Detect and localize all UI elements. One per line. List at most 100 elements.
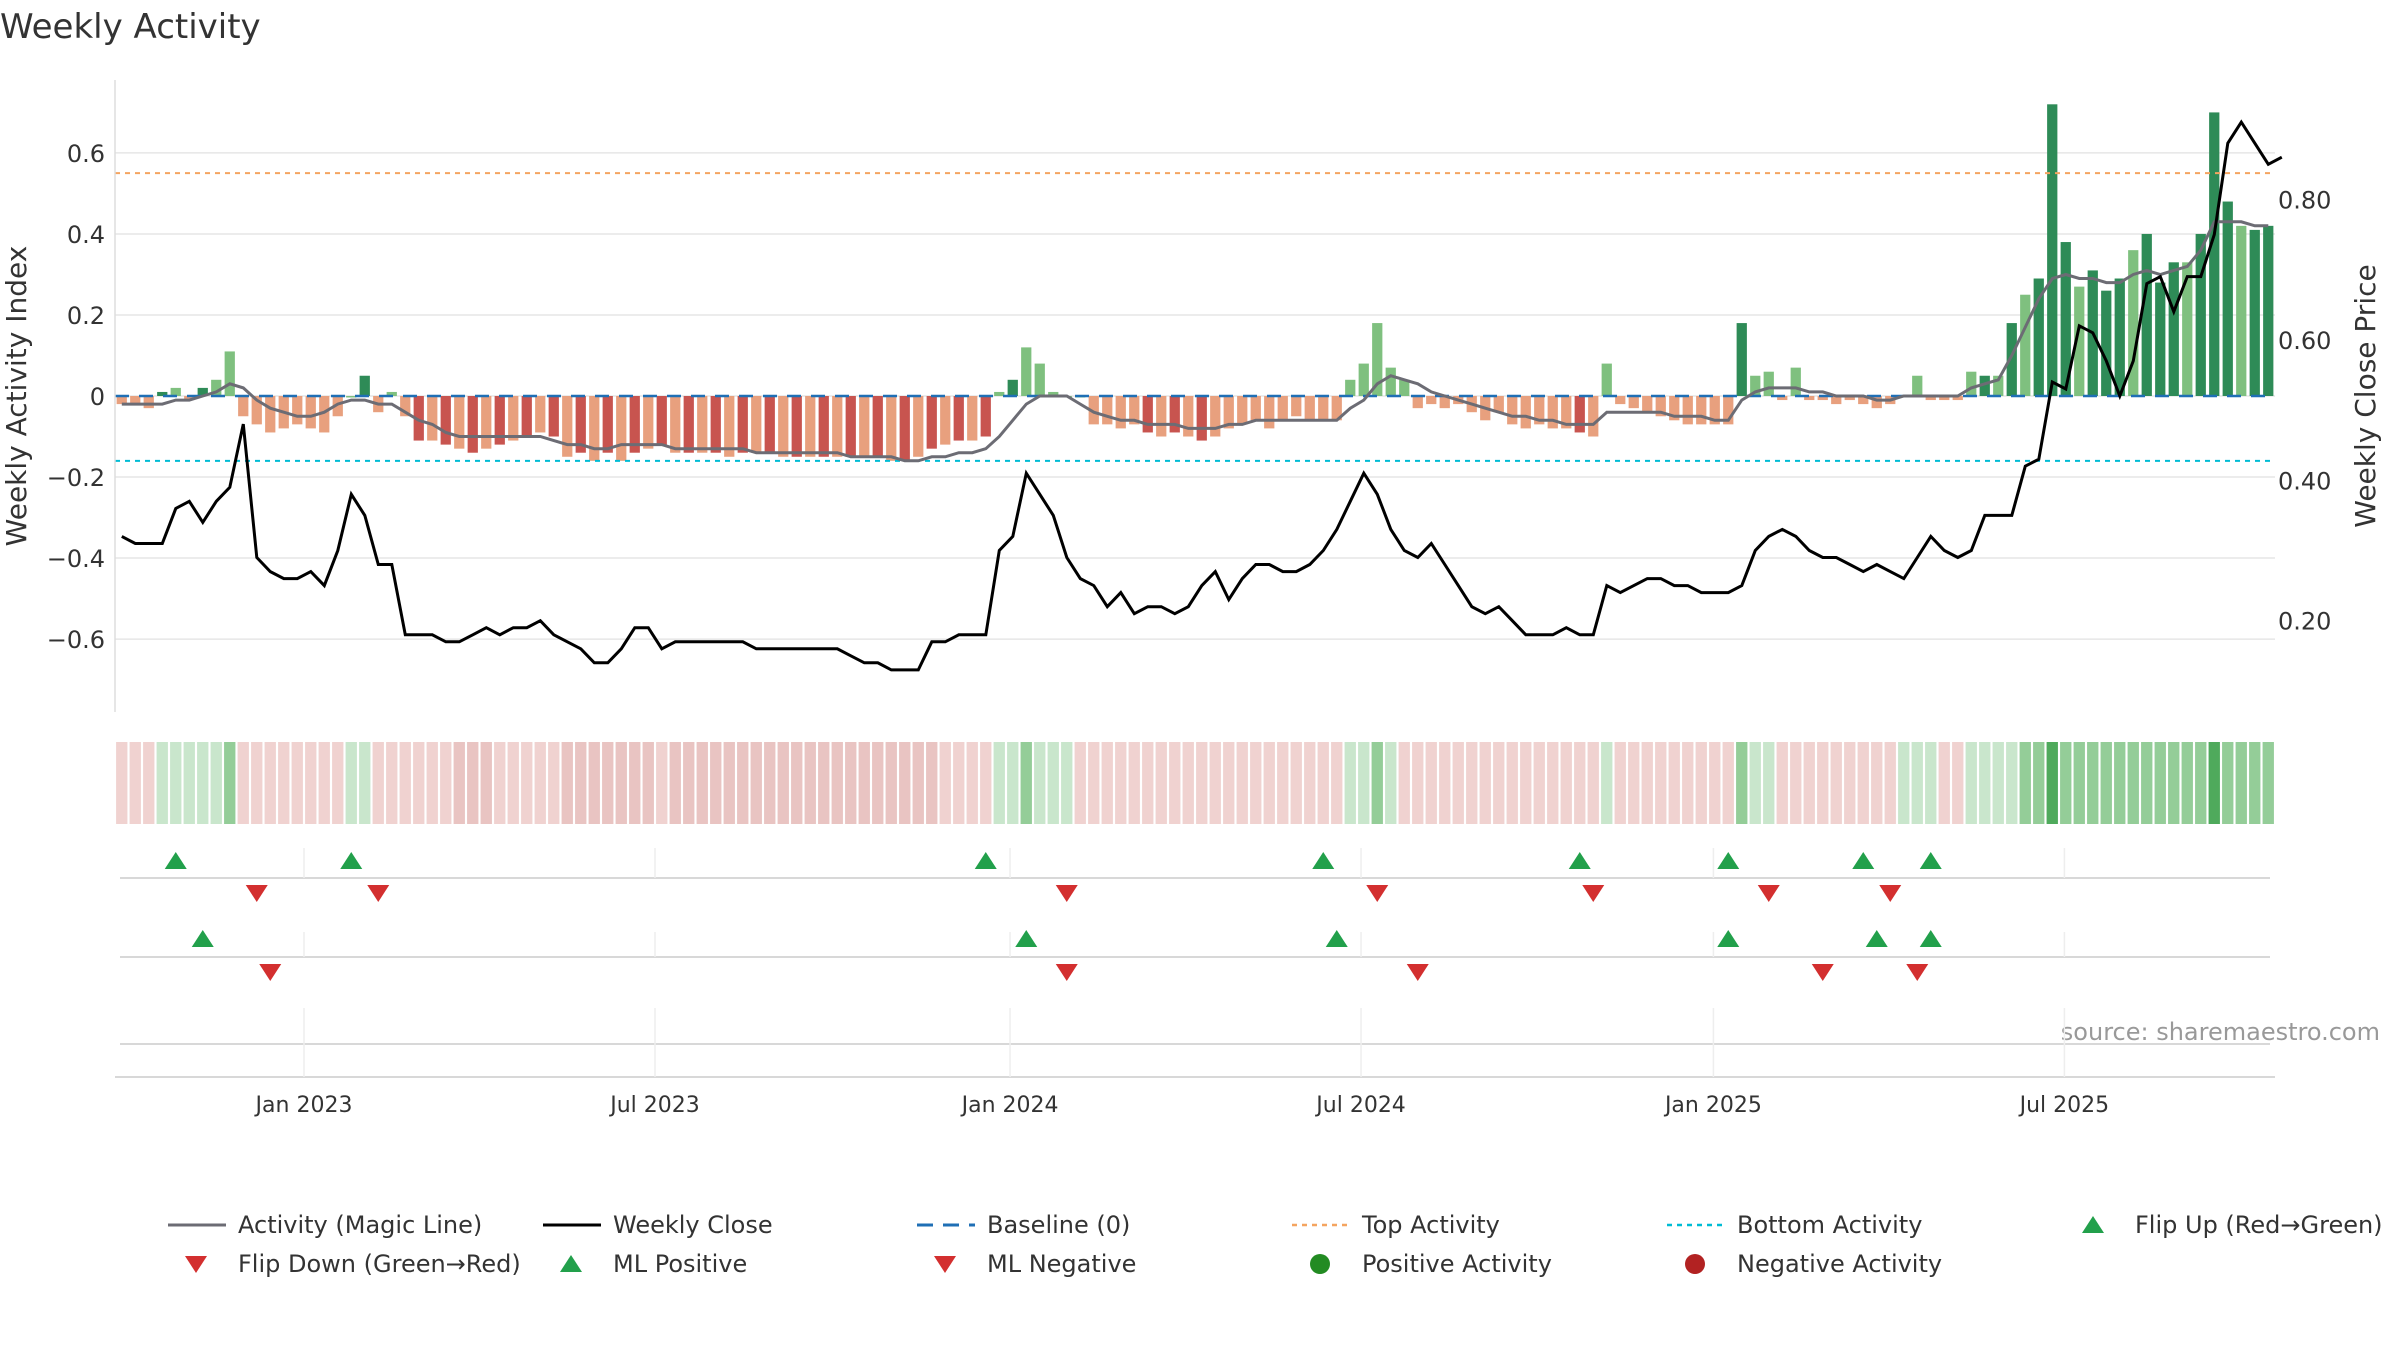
activity-bar [683, 396, 694, 453]
activity-bar [1331, 396, 1342, 421]
x-tick-label: Jul 2025 [2018, 1093, 2110, 1118]
strip-cell [1304, 742, 1316, 824]
strip-cell [1223, 742, 1235, 824]
strip-cell [2262, 742, 2274, 824]
legend-label: Bottom Activity [1737, 1211, 1922, 1239]
activity-bar [1142, 396, 1153, 433]
activity-bar [197, 387, 208, 396]
activity-bar [1655, 396, 1666, 417]
activity-bar [265, 396, 276, 433]
activity-bar [2101, 290, 2112, 396]
activity-bar [157, 391, 168, 396]
lines-layer [115, 119, 2283, 672]
strip-cell [2141, 742, 2153, 824]
strip-cell [2154, 742, 2166, 824]
strip-cell [1236, 742, 1248, 824]
ml-positive-marker [1325, 930, 1348, 947]
activity-bar [467, 396, 478, 453]
activity-bar [1750, 375, 1761, 396]
strip-cell [2235, 742, 2247, 824]
strip-cell [2087, 742, 2099, 824]
activity-bar [521, 396, 532, 437]
strip-cell [413, 742, 425, 824]
activity-bar [1102, 396, 1113, 425]
legend-item: Baseline (0) [917, 1211, 1130, 1239]
strip-cell [1790, 742, 1802, 824]
strip-cell [1655, 742, 1667, 824]
activity-bar [508, 396, 519, 441]
strip-cell [278, 742, 290, 824]
strip-cell [2019, 742, 2031, 824]
activity-bar [886, 396, 897, 461]
strip-cell [359, 742, 371, 824]
strip-cell [183, 742, 195, 824]
strip-cell [1263, 742, 1275, 824]
activity-bar [1345, 379, 1356, 396]
strip-cell [210, 742, 222, 824]
ml-negative-marker [1906, 964, 1929, 981]
activity-bar [1048, 391, 1059, 396]
legend-label: Top Activity [1361, 1211, 1500, 1239]
bars-layer [116, 104, 2274, 461]
legend-item: Weekly Close [543, 1211, 773, 1239]
strip-cell [507, 742, 519, 824]
activity-bar [2060, 242, 2071, 396]
strip-cell [494, 742, 506, 824]
activity-bar [1682, 396, 1693, 425]
activity-bar [818, 396, 829, 457]
strip-cell [2208, 742, 2220, 824]
strip-cell [170, 742, 182, 824]
activity-bar [1385, 367, 1396, 396]
strip-cell [1344, 742, 1356, 824]
strip-cell [1560, 742, 1572, 824]
activity-bar [1993, 375, 2004, 396]
strip-cell [372, 742, 384, 824]
activity-bar [1912, 375, 1923, 396]
strip-cell [1533, 742, 1545, 824]
legend-label: ML Negative [987, 1250, 1136, 1278]
strip-cell [1466, 742, 1478, 824]
activity-bar [413, 396, 424, 441]
strip-cell [966, 742, 978, 824]
intensity-strip [116, 742, 2274, 824]
strip-cell [2222, 742, 2234, 824]
activity-bar [1399, 379, 1410, 396]
activity-bar [1412, 396, 1423, 409]
strip-cell [1034, 742, 1046, 824]
source-text: source: sharemaestro.com [2061, 1018, 2380, 1046]
y-tick-label: 0 [90, 383, 105, 411]
legend-swatch-down [934, 1256, 956, 1273]
activity-bar [2155, 282, 2166, 396]
strip-cell [251, 742, 263, 824]
strip-cell [899, 742, 911, 824]
activity-bar [859, 396, 870, 457]
activity-bar [2263, 225, 2274, 396]
flip-up-marker [1919, 852, 1942, 869]
activity-bar [1156, 396, 1167, 437]
activity-bar [602, 396, 613, 453]
activity-bar [1223, 396, 1234, 429]
strip-cell [831, 742, 843, 824]
activity-bar [764, 396, 775, 453]
strip-cell [1358, 742, 1370, 824]
activity-bar [913, 396, 924, 457]
ml-positive-marker [1015, 930, 1038, 947]
strip-cell [1587, 742, 1599, 824]
activity-bar [494, 396, 505, 445]
activity-bar [751, 396, 762, 453]
activity-bar [143, 396, 154, 409]
strip-cell [1074, 742, 1086, 824]
strip-cell [156, 742, 168, 824]
strip-cell [1871, 742, 1883, 824]
strip-cell [1047, 742, 1059, 824]
activity-bar [305, 396, 316, 429]
activity-bar [616, 396, 627, 461]
activity-bar [1588, 396, 1599, 437]
strip-cell [129, 742, 141, 824]
flip-up-marker [1717, 852, 1740, 869]
strip-cell [1601, 742, 1613, 824]
y-tick-label: 0.6 [67, 140, 105, 168]
strip-cell [1371, 742, 1383, 824]
strip-cell [764, 742, 776, 824]
strip-cell [1547, 742, 1559, 824]
